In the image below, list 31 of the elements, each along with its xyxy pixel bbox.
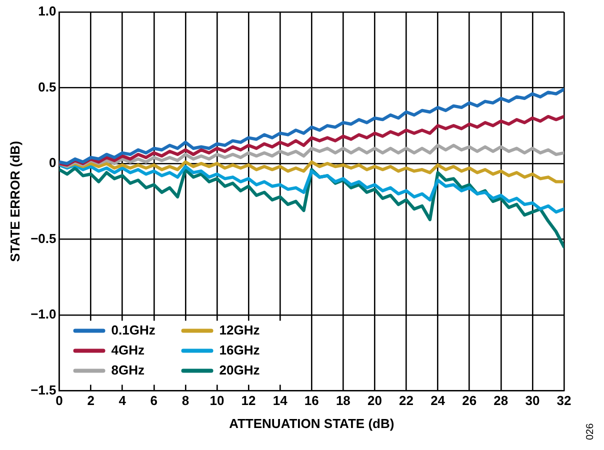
y-tick-label: 0.5: [38, 79, 56, 94]
x-tick-label: 20: [367, 393, 382, 408]
x-tick-label: 24: [430, 393, 446, 408]
x-tick-label: 28: [494, 393, 508, 408]
x-tick-label: 32: [556, 393, 572, 408]
legend-label: 20GHz: [219, 362, 260, 378]
y-axis-title: STATE ERROR (dB): [7, 140, 22, 262]
x-tick-label: 8: [182, 393, 190, 408]
y-tick-label: 0: [49, 155, 56, 170]
x-tick-label: 12: [241, 393, 256, 408]
legend-label: 0.1GHz: [111, 322, 156, 338]
legend-label: 4GHz: [111, 342, 145, 358]
y-tick-label: 1.0: [38, 4, 56, 19]
text: 026: [584, 422, 596, 440]
x-tick-label: 6: [150, 393, 158, 408]
y-tick-label: −0.5: [30, 230, 56, 246]
legend-label: 12GHz: [219, 322, 260, 338]
y-tick-label: −1.0: [30, 306, 56, 322]
x-tick-label: 30: [525, 393, 540, 408]
x-tick-label: 4: [118, 393, 127, 408]
x-tick-label: 22: [399, 393, 414, 408]
x-tick-label: 2: [87, 393, 94, 408]
y-tick-label: −1.5: [30, 382, 56, 398]
x-tick-label: 26: [462, 393, 477, 408]
legend-label: 16GHz: [219, 342, 260, 358]
x-axis-title: ATTENUATION STATE (dB): [229, 416, 394, 431]
x-tick-label: 18: [336, 393, 350, 408]
x-tick-label: 16: [304, 393, 319, 408]
x-tick-label: 10: [210, 393, 224, 408]
x-tick-label: 14: [272, 393, 288, 408]
legend-label: 8GHz: [111, 362, 145, 378]
